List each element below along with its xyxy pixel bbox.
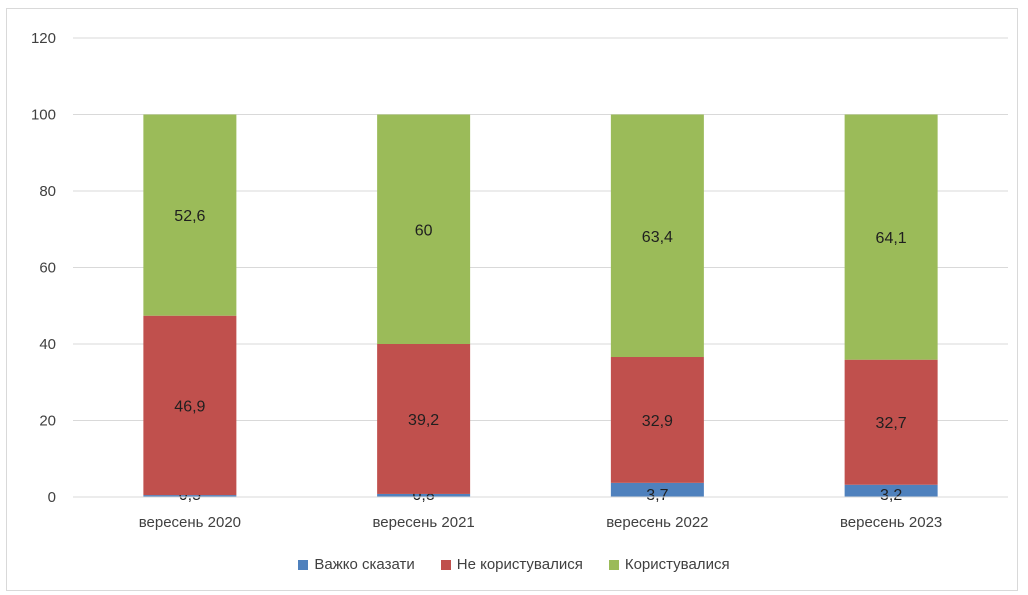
y-tick-label: 40 [39,336,56,353]
legend-label: Не користувалися [456,556,583,573]
legend-label: Важко сказати [314,556,415,573]
data-label: 64,1 [876,230,907,247]
data-label: 46,9 [174,398,205,415]
data-label: 39,2 [408,412,439,429]
bar-segment [844,359,938,485]
x-tick-label: вересень 2023 [840,514,942,531]
bar-segment [610,114,704,358]
legend-swatch [440,559,451,570]
data-label: 63,4 [642,229,673,246]
bar-segment [143,114,237,316]
x-tick-label: вересень 2022 [606,514,708,531]
y-tick-label: 60 [39,260,56,277]
bar-segment [844,484,938,497]
bar-segment [610,357,704,483]
data-label: 32,7 [876,415,907,432]
data-label: 3,7 [646,487,668,504]
data-label: 3,2 [880,487,902,504]
x-tick-label: вересень 2020 [139,514,241,531]
legend-item: Користувалися [608,556,730,573]
y-tick-label: 100 [31,107,56,124]
y-tick-label: 120 [31,30,56,47]
legend-item: Не користувалися [440,556,583,573]
chart-legend: Важко сказати Не користувалися Користували… [0,556,1028,573]
data-label: 32,9 [642,413,673,430]
y-tick-label: 20 [39,413,56,430]
y-tick-label: 80 [39,183,56,200]
legend-label: Користувалися [624,556,730,573]
data-label: 52,6 [174,208,205,225]
bar-segment [143,495,237,497]
bar-segment [844,114,938,360]
bar-segment [143,315,237,496]
y-tick-label: 0 [48,489,56,506]
data-label: 60 [415,222,433,239]
bar-segment [377,114,471,344]
bar-segment [377,493,471,497]
x-tick-label: вересень 2021 [372,514,474,531]
legend-swatch [608,559,619,570]
bar-segment [377,344,471,494]
legend-item: Важко сказати [298,556,415,573]
bar-segment [610,482,704,497]
legend-swatch [298,559,309,570]
